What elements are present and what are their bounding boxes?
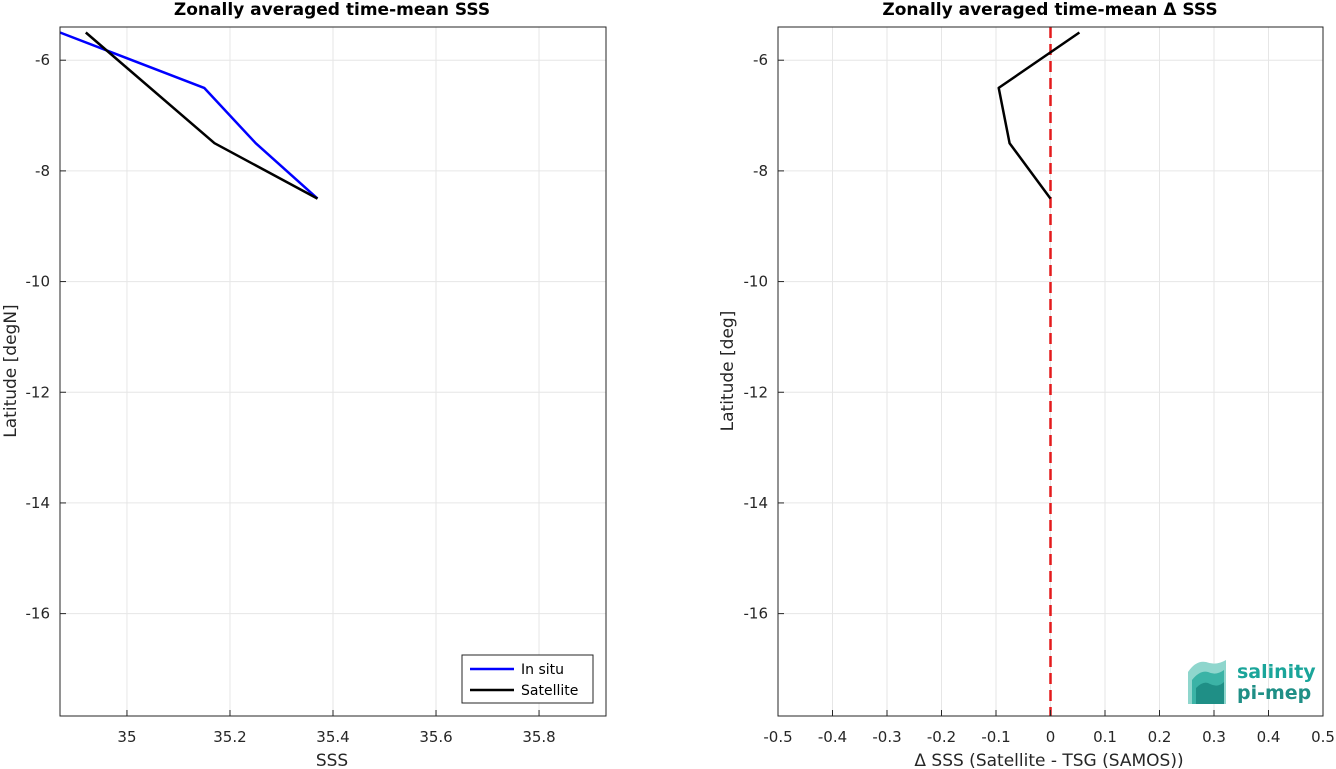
delta-sss-ticks: -0.5 -0.4 -0.3 -0.2 -0.1 0 0.1 0.2 0.3 0.4 0.5 -6 -8… <box>744 51 1335 746</box>
sss-legend: In situ Satellite <box>461 654 594 704</box>
x-tick-label: -0.2 <box>927 728 956 746</box>
y-tick-label: -12 <box>744 383 769 401</box>
delta-sss-panel: Zonally averaged time-mean Δ SSS -0.5 -0.… <box>718 0 1335 769</box>
sss-ticks: 35 35.2 35.4 35.6 35.8 -6 -8 -10 -12 -14 -16 <box>26 51 556 746</box>
x-tick-label: 0.2 <box>1148 728 1172 746</box>
y-tick-label: -8 <box>35 162 50 180</box>
y-tick-label: -10 <box>26 273 51 291</box>
series-line-satellite <box>84 31 319 200</box>
sss-panel: Zonally averaged time-mean SSS 35 35.2 35.… <box>1 0 607 769</box>
sss-x-axis-label: SSS <box>316 751 348 769</box>
y-tick-label: -16 <box>744 605 769 623</box>
y-tick-label: -14 <box>744 494 769 512</box>
legend-label-in-situ: In situ <box>521 662 564 678</box>
x-tick-label: 0 <box>1046 728 1056 746</box>
x-tick-label: 0.3 <box>1202 728 1226 746</box>
legend-box <box>461 654 594 704</box>
legend-label-satellite: Satellite <box>521 683 578 699</box>
x-tick-label: 0.1 <box>1093 728 1117 746</box>
x-tick-label: 35.8 <box>522 728 555 746</box>
logo-line1: salinity <box>1237 661 1316 683</box>
y-tick-label: -12 <box>26 383 51 401</box>
y-tick-label: -16 <box>26 605 51 623</box>
x-tick-label: 35 <box>117 728 136 746</box>
y-tick-label: -10 <box>744 273 769 291</box>
delta-sss-y-axis-label: Latitude [deg] <box>718 311 738 432</box>
sss-chart-title: Zonally averaged time-mean SSS <box>174 0 490 20</box>
x-tick-label: -0.1 <box>981 728 1010 746</box>
sss-grid <box>60 27 606 716</box>
y-tick-label: -8 <box>753 162 768 180</box>
sss-series <box>59 31 319 200</box>
sss-y-axis-label: Latitude [degN] <box>1 304 21 437</box>
x-tick-label: 35.4 <box>316 728 349 746</box>
x-tick-label: 0.4 <box>1257 728 1281 746</box>
series-line-delta-sss <box>997 31 1081 200</box>
salinity-pi-mep-logo: salinity pi-mep <box>1188 660 1316 704</box>
series-line-in-situ <box>59 31 319 200</box>
logo-line2: pi-mep <box>1237 682 1311 704</box>
y-tick-label: -14 <box>26 494 51 512</box>
y-tick-label: -6 <box>35 51 50 69</box>
x-tick-label: -0.5 <box>763 728 792 746</box>
x-tick-label: -0.3 <box>872 728 901 746</box>
delta-sss-series <box>997 31 1081 200</box>
x-tick-label: 0.5 <box>1311 728 1335 746</box>
x-tick-label: -0.4 <box>818 728 847 746</box>
delta-sss-chart-title: Zonally averaged time-mean Δ SSS <box>882 0 1217 20</box>
y-tick-label: -6 <box>753 51 768 69</box>
wave-icon <box>1188 660 1226 704</box>
delta-sss-x-axis-label: Δ SSS (Satellite - TSG (SAMOS)) <box>914 751 1183 769</box>
x-tick-label: 35.6 <box>419 728 452 746</box>
x-tick-label: 35.2 <box>213 728 246 746</box>
